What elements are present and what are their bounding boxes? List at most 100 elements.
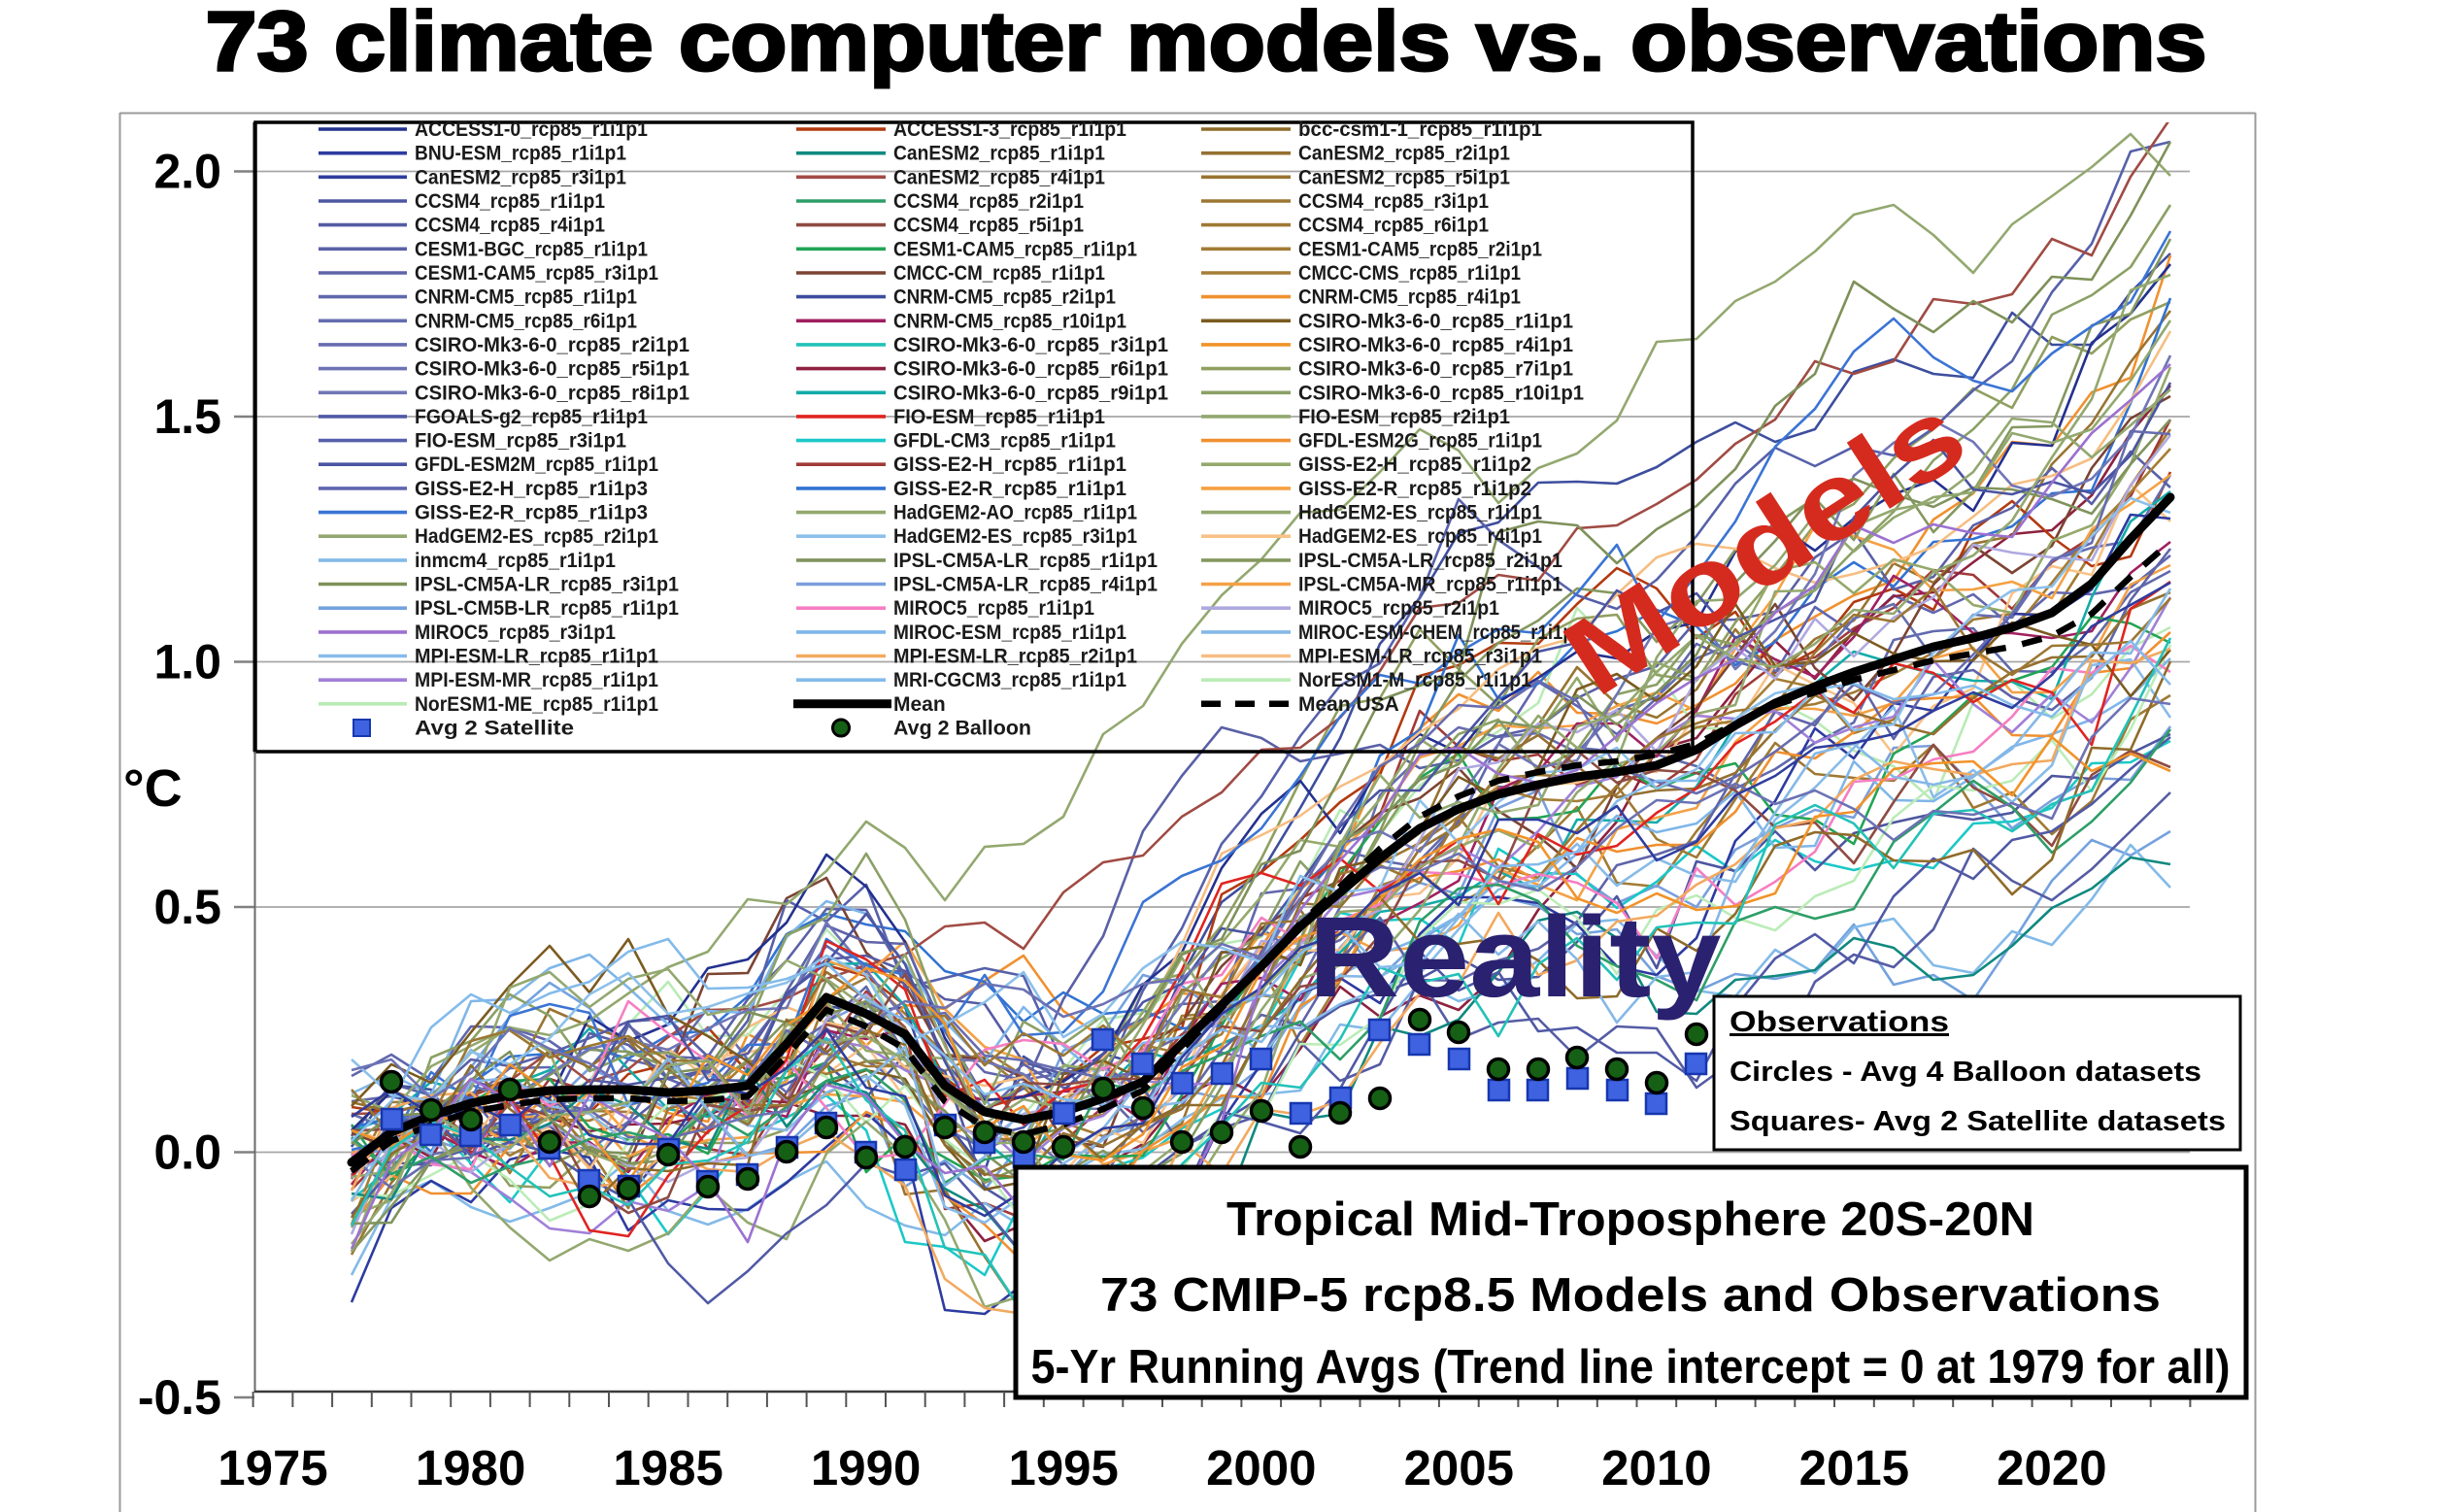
svg-text:IPSL-CM5A-LR_rcp85_r2i1p1: IPSL-CM5A-LR_rcp85_r2i1p1: [1298, 550, 1562, 572]
svg-text:2020: 2020: [1997, 1440, 2106, 1495]
svg-text:1985: 1985: [613, 1440, 722, 1495]
svg-text:CESM1-CAM5_rcp85_r3i1p1: CESM1-CAM5_rcp85_r3i1p1: [415, 262, 658, 285]
svg-text:MIROC-ESM-CHEM_rcp85_r1i1p1: MIROC-ESM-CHEM_rcp85_r1i1p1: [1298, 622, 1584, 644]
svg-text:Squares- Avg 2 Satellite datas: Squares- Avg 2 Satellite datasets: [1730, 1106, 2226, 1137]
svg-text:GISS-E2-R_rcp85_r1i1p2: GISS-E2-R_rcp85_r1i1p2: [1298, 478, 1531, 500]
svg-text:ACCESS1-3_rcp85_r1i1p1: ACCESS1-3_rcp85_r1i1p1: [893, 118, 1126, 141]
svg-text:GISS-E2-R_rcp85_r1i1p1: GISS-E2-R_rcp85_r1i1p1: [893, 478, 1126, 500]
svg-text:CSIRO-Mk3-6-0_rcp85_r5i1p1: CSIRO-Mk3-6-0_rcp85_r5i1p1: [415, 358, 689, 381]
svg-text:inmcm4_rcp85_r1i1p1: inmcm4_rcp85_r1i1p1: [415, 550, 616, 572]
svg-text:1975: 1975: [218, 1440, 327, 1495]
svg-text:CSIRO-Mk3-6-0_rcp85_r6i1p1: CSIRO-Mk3-6-0_rcp85_r6i1p1: [893, 358, 1168, 381]
svg-text:MPI-ESM-LR_rcp85_r1i1p1: MPI-ESM-LR_rcp85_r1i1p1: [415, 646, 658, 668]
svg-text:ACCESS1-0_rcp85_r1i1p1: ACCESS1-0_rcp85_r1i1p1: [415, 118, 648, 141]
svg-text:5-Yr Running Avgs (Trend line: 5-Yr Running Avgs (Trend line intercept …: [1031, 1341, 2231, 1394]
svg-text:CNRM-CM5_rcp85_r10i1p1: CNRM-CM5_rcp85_r10i1p1: [893, 310, 1126, 332]
svg-text:1995: 1995: [1008, 1440, 1118, 1495]
svg-text:HadGEM2-AO_rcp85_r1i1p1: HadGEM2-AO_rcp85_r1i1p1: [893, 502, 1137, 524]
svg-text:HadGEM2-ES_rcp85_r3i1p1: HadGEM2-ES_rcp85_r3i1p1: [893, 525, 1137, 548]
svg-text:°C: °C: [123, 759, 183, 818]
svg-text:CSIRO-Mk3-6-0_rcp85_r2i1p1: CSIRO-Mk3-6-0_rcp85_r2i1p1: [415, 334, 689, 356]
svg-text:IPSL-CM5B-LR_rcp85_r1i1p1: IPSL-CM5B-LR_rcp85_r1i1p1: [415, 597, 679, 620]
svg-text:CNRM-CM5_rcp85_r1i1p1: CNRM-CM5_rcp85_r1i1p1: [415, 286, 637, 309]
svg-text:CNRM-CM5_rcp85_r6i1p1: CNRM-CM5_rcp85_r6i1p1: [415, 310, 637, 332]
svg-text:MIROC5_rcp85_r3i1p1: MIROC5_rcp85_r3i1p1: [415, 622, 616, 644]
svg-text:GFDL-ESM2G_rcp85_r1i1p1: GFDL-ESM2G_rcp85_r1i1p1: [1298, 430, 1542, 453]
svg-text:IPSL-CM5A-LR_rcp85_r3i1p1: IPSL-CM5A-LR_rcp85_r3i1p1: [415, 574, 679, 596]
svg-text:MPI-ESM-MR_rcp85_r1i1p1: MPI-ESM-MR_rcp85_r1i1p1: [415, 669, 658, 691]
svg-text:MIROC-ESM_rcp85_r1i1p1: MIROC-ESM_rcp85_r1i1p1: [893, 622, 1126, 644]
svg-text:GISS-E2-H_rcp85_r1i1p3: GISS-E2-H_rcp85_r1i1p3: [415, 478, 648, 500]
svg-text:CESM1-BGC_rcp85_r1i1p1: CESM1-BGC_rcp85_r1i1p1: [415, 238, 648, 260]
svg-text:Circles - Avg 4 Balloon datase: Circles - Avg 4 Balloon datasets: [1730, 1057, 2201, 1088]
svg-text:1980: 1980: [416, 1440, 525, 1495]
svg-text:CCSM4_rcp85_r4i1p1: CCSM4_rcp85_r4i1p1: [415, 215, 605, 237]
svg-text:CMCC-CMS_rcp85_r1i1p1: CMCC-CMS_rcp85_r1i1p1: [1298, 262, 1521, 285]
svg-text:IPSL-CM5A-MR_rcp85_r1i1p1: IPSL-CM5A-MR_rcp85_r1i1p1: [1298, 574, 1562, 596]
svg-text:Tropical Mid-Troposphere 20S-2: Tropical Mid-Troposphere 20S-20N: [1226, 1193, 2034, 1246]
svg-text:CSIRO-Mk3-6-0_rcp85_r3i1p1: CSIRO-Mk3-6-0_rcp85_r3i1p1: [893, 334, 1168, 356]
svg-text:GISS-E2-R_rcp85_r1i1p3: GISS-E2-R_rcp85_r1i1p3: [415, 502, 648, 524]
svg-text:CNRM-CM5_rcp85_r2i1p1: CNRM-CM5_rcp85_r2i1p1: [893, 286, 1116, 309]
svg-text:CCSM4_rcp85_r5i1p1: CCSM4_rcp85_r5i1p1: [893, 215, 1084, 237]
svg-text:HadGEM2-ES_rcp85_r4i1p1: HadGEM2-ES_rcp85_r4i1p1: [1298, 525, 1542, 548]
svg-text:MPI-ESM-LR_rcp85_r3i1p1: MPI-ESM-LR_rcp85_r3i1p1: [1298, 646, 1542, 668]
svg-text:Mean USA: Mean USA: [1298, 693, 1399, 716]
svg-text:CanESM2_rcp85_r3i1p1: CanESM2_rcp85_r3i1p1: [415, 166, 626, 188]
svg-text:Observations: Observations: [1730, 1006, 1949, 1038]
svg-text:BNU-ESM_rcp85_r1i1p1: BNU-ESM_rcp85_r1i1p1: [415, 143, 626, 165]
svg-text:CSIRO-Mk3-6-0_rcp85_r9i1p1: CSIRO-Mk3-6-0_rcp85_r9i1p1: [893, 382, 1168, 404]
svg-text:CanESM2_rcp85_r4i1p1: CanESM2_rcp85_r4i1p1: [893, 166, 1105, 188]
svg-text:IPSL-CM5A-LR_rcp85_r4i1p1: IPSL-CM5A-LR_rcp85_r4i1p1: [893, 574, 1158, 596]
svg-text:GISS-E2-H_rcp85_r1i1p1: GISS-E2-H_rcp85_r1i1p1: [893, 454, 1126, 476]
svg-text:CCSM4_rcp85_r2i1p1: CCSM4_rcp85_r2i1p1: [893, 190, 1084, 213]
svg-text:1990: 1990: [811, 1440, 921, 1495]
svg-text:HadGEM2-ES_rcp85_r2i1p1: HadGEM2-ES_rcp85_r2i1p1: [415, 525, 658, 548]
svg-text:FIO-ESM_rcp85_r2i1p1: FIO-ESM_rcp85_r2i1p1: [1298, 406, 1510, 428]
svg-text:FIO-ESM_rcp85_r3i1p1: FIO-ESM_rcp85_r3i1p1: [415, 430, 626, 453]
svg-text:Mean: Mean: [893, 693, 946, 716]
svg-text:MPI-ESM-LR_rcp85_r2i1p1: MPI-ESM-LR_rcp85_r2i1p1: [893, 646, 1137, 668]
svg-text:CanESM2_rcp85_r1i1p1: CanESM2_rcp85_r1i1p1: [893, 143, 1105, 165]
svg-text:CSIRO-Mk3-6-0_rcp85_r7i1p1: CSIRO-Mk3-6-0_rcp85_r7i1p1: [1298, 358, 1573, 381]
svg-text:GFDL-ESM2M_rcp85_r1i1p1: GFDL-ESM2M_rcp85_r1i1p1: [415, 454, 658, 476]
svg-text:CCSM4_rcp85_r6i1p1: CCSM4_rcp85_r6i1p1: [1298, 215, 1489, 237]
svg-text:2005: 2005: [1404, 1440, 1514, 1495]
svg-text:NorESM1-ME_rcp85_r1i1p1: NorESM1-ME_rcp85_r1i1p1: [415, 693, 658, 716]
svg-text:0.0: 0.0: [153, 1126, 221, 1180]
svg-text:CSIRO-Mk3-6-0_rcp85_r4i1p1: CSIRO-Mk3-6-0_rcp85_r4i1p1: [1298, 334, 1573, 356]
svg-text:CNRM-CM5_rcp85_r4i1p1: CNRM-CM5_rcp85_r4i1p1: [1298, 286, 1521, 309]
svg-text:1.0: 1.0: [153, 635, 221, 689]
svg-text:CCSM4_rcp85_r3i1p1: CCSM4_rcp85_r3i1p1: [1298, 190, 1489, 213]
svg-text:CSIRO-Mk3-6-0_rcp85_r8i1p1: CSIRO-Mk3-6-0_rcp85_r8i1p1: [415, 382, 689, 404]
svg-text:NorESM1-M_rcp85_r1i1p1: NorESM1-M_rcp85_r1i1p1: [1298, 669, 1531, 691]
svg-text:CanESM2_rcp85_r2i1p1: CanESM2_rcp85_r2i1p1: [1298, 143, 1510, 165]
svg-text:CSIRO-Mk3-6-0_rcp85_r10i1p1: CSIRO-Mk3-6-0_rcp85_r10i1p1: [1298, 382, 1584, 404]
svg-text:0.5: 0.5: [153, 880, 221, 934]
svg-text:MIROC5_rcp85_r1i1p1: MIROC5_rcp85_r1i1p1: [893, 597, 1094, 620]
svg-text:IPSL-CM5A-LR_rcp85_r1i1p1: IPSL-CM5A-LR_rcp85_r1i1p1: [893, 550, 1158, 572]
svg-text:CanESM2_rcp85_r5i1p1: CanESM2_rcp85_r5i1p1: [1298, 166, 1510, 188]
svg-text:FGOALS-g2_rcp85_r1i1p1: FGOALS-g2_rcp85_r1i1p1: [415, 406, 648, 428]
svg-text:MIROC5_rcp85_r2i1p1: MIROC5_rcp85_r2i1p1: [1298, 597, 1499, 620]
svg-text:CCSM4_rcp85_r1i1p1: CCSM4_rcp85_r1i1p1: [415, 190, 605, 213]
svg-text:73 climate computer models vs.: 73 climate computer models vs. observati…: [206, 0, 2207, 88]
svg-text:GFDL-CM3_rcp85_r1i1p1: GFDL-CM3_rcp85_r1i1p1: [893, 430, 1116, 453]
svg-text:1.5: 1.5: [153, 389, 221, 444]
svg-text:73 CMIP-5 rcp8.5 Models and Ob: 73 CMIP-5 rcp8.5 Models and Observations: [1100, 1269, 2161, 1322]
svg-text:2.0: 2.0: [153, 145, 221, 199]
svg-text:MRI-CGCM3_rcp85_r1i1p1: MRI-CGCM3_rcp85_r1i1p1: [893, 669, 1126, 691]
svg-text:GISS-E2-H_rcp85_r1i1p2: GISS-E2-H_rcp85_r1i1p2: [1298, 454, 1531, 476]
svg-text:bcc-csm1-1_rcp85_r1i1p1: bcc-csm1-1_rcp85_r1i1p1: [1298, 118, 1542, 141]
svg-text:Reality: Reality: [1309, 893, 1722, 1022]
svg-text:FIO-ESM_rcp85_r1i1p1: FIO-ESM_rcp85_r1i1p1: [893, 406, 1105, 428]
svg-text:CMCC-CM_rcp85_r1i1p1: CMCC-CM_rcp85_r1i1p1: [893, 262, 1105, 285]
svg-text:HadGEM2-ES_rcp85_r1i1p1: HadGEM2-ES_rcp85_r1i1p1: [1298, 502, 1542, 524]
svg-text:2000: 2000: [1206, 1440, 1316, 1495]
svg-text:2015: 2015: [1799, 1440, 1909, 1495]
svg-text:-0.5: -0.5: [138, 1370, 221, 1425]
svg-text:CESM1-CAM5_rcp85_r1i1p1: CESM1-CAM5_rcp85_r1i1p1: [893, 238, 1137, 260]
svg-text:CESM1-CAM5_rcp85_r2i1p1: CESM1-CAM5_rcp85_r2i1p1: [1298, 238, 1542, 260]
svg-text:Avg 2 Satellite: Avg 2 Satellite: [415, 718, 574, 740]
svg-text:CSIRO-Mk3-6-0_rcp85_r1i1p1: CSIRO-Mk3-6-0_rcp85_r1i1p1: [1298, 310, 1573, 332]
